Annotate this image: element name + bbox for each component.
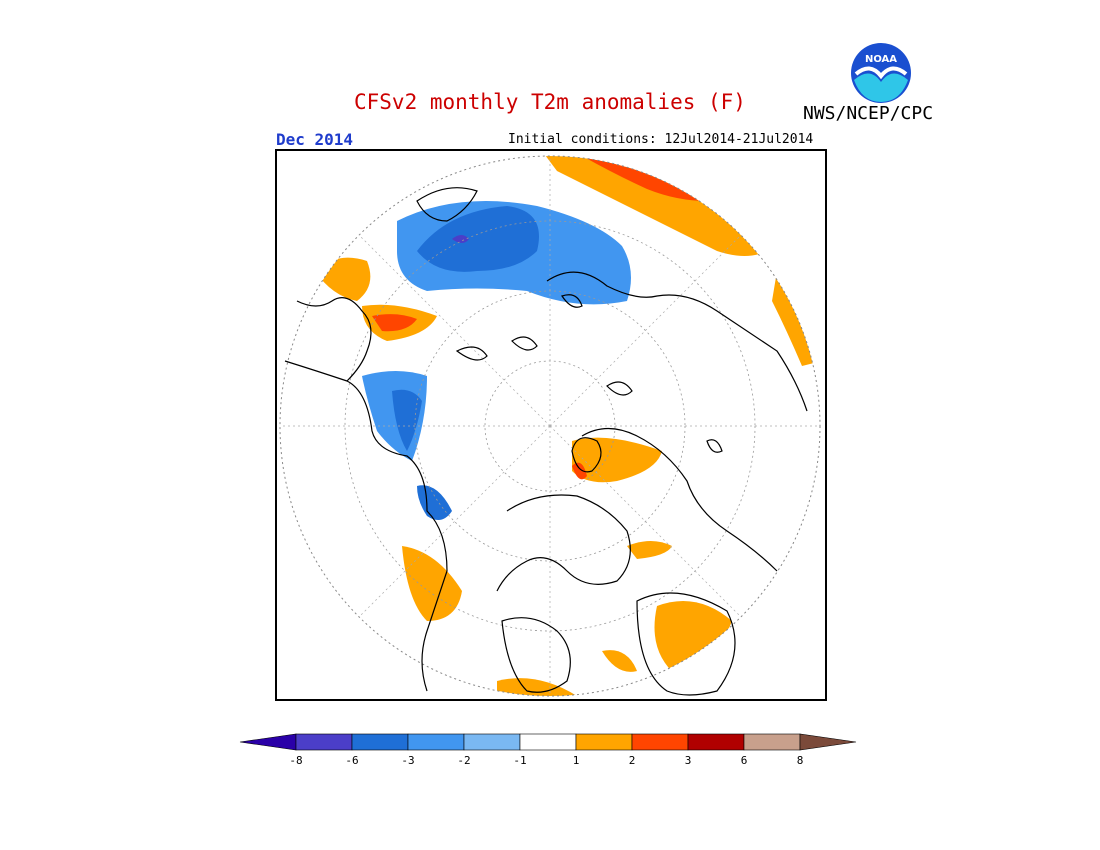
legend-tick-label: 2 — [629, 754, 636, 767]
legend-tick-label: 8 — [797, 754, 804, 767]
region-south-asia-warm — [402, 546, 462, 621]
color-legend: -8 -6 -3 -2 -1 1 2 3 6 8 — [239, 733, 857, 767]
region-siberia-warm — [572, 437, 662, 483]
meridian-lines — [280, 156, 820, 696]
initial-conditions-label: Initial conditions: 12Jul2014-21Jul2014 — [508, 132, 814, 147]
chart-title: CFSv2 monthly T2m anomalies (F) — [354, 90, 746, 114]
legend-tick-label: 1 — [573, 754, 580, 767]
legend-arrow-low — [239, 733, 297, 751]
noaa-logo-text: NOAA — [865, 54, 897, 65]
map-frame — [275, 149, 827, 701]
valid-month-label: Dec 2014 — [276, 130, 354, 149]
map-boundary-circle — [279, 155, 821, 697]
region-north-pacific-deep — [452, 235, 469, 243]
legend-swatch — [743, 733, 801, 751]
coastlines — [284, 187, 808, 696]
region-east-warm — [772, 271, 820, 366]
organization-label: NWS/NCEP/CPC — [803, 103, 934, 124]
region-west-warm — [315, 257, 371, 301]
region-north-pacific-core — [417, 206, 539, 272]
legend-swatch — [575, 733, 633, 751]
region-south-warm — [602, 650, 637, 672]
legend-tick-label: -6 — [345, 754, 358, 767]
legend-swatch — [295, 733, 353, 751]
region-europe-hot — [572, 462, 587, 480]
noaa-logo-icon: NOAA — [851, 43, 911, 103]
region-western-us-core — [392, 389, 422, 451]
anomaly-layer — [315, 156, 820, 696]
legend-tick-label: 3 — [685, 754, 692, 767]
legend-swatch — [519, 733, 577, 751]
region-mid-hot — [372, 314, 417, 332]
region-central-cold — [417, 485, 452, 520]
legend-swatch — [407, 733, 465, 751]
legend-swatch — [463, 733, 521, 751]
legend-arrow-high — [799, 733, 857, 751]
legend-tick-label: -3 — [401, 754, 414, 767]
polar-map — [279, 155, 821, 697]
region-east-asia-warm — [627, 541, 672, 559]
legend-tick-label: -1 — [513, 754, 526, 767]
region-africa-warm — [654, 601, 732, 676]
legend-tick-label: -2 — [457, 754, 470, 767]
legend-ticks: -8 -6 -3 -2 -1 1 2 3 6 8 — [289, 754, 803, 767]
legend-swatch — [351, 733, 409, 751]
legend-tick-label: -8 — [289, 754, 302, 767]
legend-swatches — [239, 733, 857, 751]
region-bottom-warm — [497, 678, 577, 696]
legend-swatch — [687, 733, 745, 751]
legend-tick-label: 6 — [741, 754, 748, 767]
legend-swatch — [631, 733, 689, 751]
